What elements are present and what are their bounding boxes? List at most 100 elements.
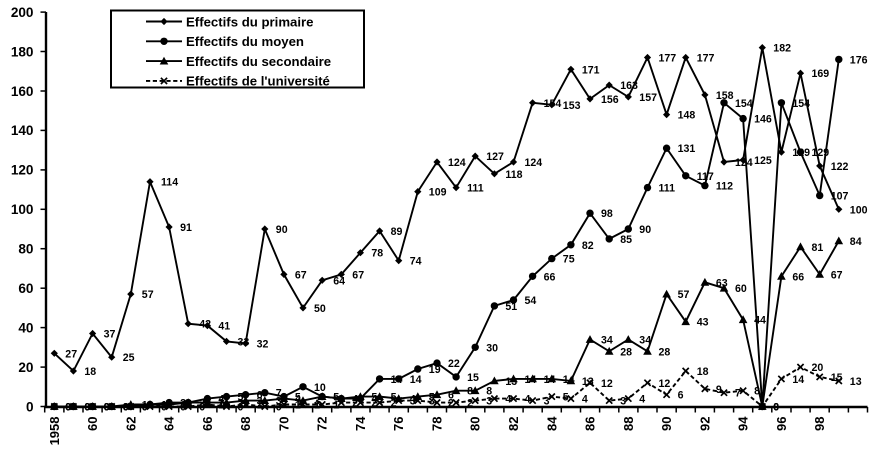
svg-text:131: 131 <box>678 143 696 155</box>
svg-text:171: 171 <box>582 64 600 76</box>
svg-text:4: 4 <box>352 394 358 406</box>
svg-text:51: 51 <box>505 301 517 313</box>
svg-text:2: 2 <box>391 398 397 410</box>
svg-text:4: 4 <box>371 394 377 406</box>
svg-text:176: 176 <box>850 54 868 66</box>
svg-text:82: 82 <box>582 240 594 252</box>
svg-text:177: 177 <box>697 53 715 65</box>
svg-text:0: 0 <box>180 402 186 414</box>
svg-text:100: 100 <box>850 204 868 216</box>
svg-text:3: 3 <box>257 396 263 408</box>
svg-text:37: 37 <box>104 329 116 341</box>
svg-text:2: 2 <box>352 398 358 410</box>
svg-text:125: 125 <box>754 155 772 167</box>
svg-text:148: 148 <box>678 110 696 122</box>
svg-text:4: 4 <box>525 394 531 406</box>
svg-text:70: 70 <box>276 417 291 431</box>
svg-text:117: 117 <box>697 171 714 183</box>
svg-text:0: 0 <box>26 399 34 414</box>
svg-text:76: 76 <box>391 417 406 431</box>
svg-text:44: 44 <box>754 315 766 327</box>
svg-text:50: 50 <box>314 303 326 315</box>
svg-text:3: 3 <box>620 396 626 408</box>
svg-text:114: 114 <box>161 177 178 189</box>
svg-text:124: 124 <box>448 157 466 169</box>
svg-text:1: 1 <box>333 400 339 412</box>
svg-text:6: 6 <box>257 390 263 402</box>
svg-text:64: 64 <box>162 416 177 431</box>
svg-text:153: 153 <box>563 100 581 112</box>
svg-text:1: 1 <box>161 400 167 412</box>
svg-text:3: 3 <box>314 396 320 408</box>
svg-text:111: 111 <box>659 183 676 195</box>
svg-text:85: 85 <box>620 234 632 246</box>
svg-text:182: 182 <box>773 43 791 55</box>
svg-text:41: 41 <box>218 321 230 333</box>
svg-text:156: 156 <box>601 94 619 106</box>
svg-text:107: 107 <box>831 191 849 203</box>
svg-text:54: 54 <box>525 295 537 307</box>
svg-text:91: 91 <box>180 222 192 234</box>
svg-text:28: 28 <box>659 346 671 358</box>
svg-text:20: 20 <box>812 362 824 374</box>
svg-text:81: 81 <box>812 242 824 254</box>
svg-text:0: 0 <box>142 402 148 414</box>
svg-text:0: 0 <box>104 402 110 414</box>
svg-text:4: 4 <box>218 394 224 406</box>
svg-text:74: 74 <box>353 416 368 431</box>
svg-text:1958: 1958 <box>47 417 62 446</box>
svg-text:100: 100 <box>11 202 34 217</box>
svg-text:200: 200 <box>11 5 34 20</box>
svg-text:84: 84 <box>544 416 559 431</box>
svg-text:75: 75 <box>563 254 575 266</box>
svg-text:154: 154 <box>792 98 810 110</box>
svg-text:160: 160 <box>11 84 34 99</box>
svg-text:4: 4 <box>582 394 588 406</box>
svg-text:1: 1 <box>180 400 186 412</box>
svg-text:1: 1 <box>314 400 320 412</box>
svg-text:2: 2 <box>238 398 244 410</box>
svg-text:94: 94 <box>736 416 751 431</box>
svg-text:78: 78 <box>371 248 383 260</box>
svg-text:0: 0 <box>199 402 205 414</box>
svg-text:60: 60 <box>85 417 100 431</box>
svg-text:18: 18 <box>697 366 709 378</box>
svg-text:12: 12 <box>601 378 613 390</box>
svg-text:18: 18 <box>84 366 96 378</box>
svg-text:169: 169 <box>812 68 830 80</box>
svg-text:5: 5 <box>238 392 244 404</box>
svg-text:15: 15 <box>467 372 479 384</box>
svg-text:109: 109 <box>429 187 447 199</box>
svg-text:27: 27 <box>65 348 77 360</box>
svg-text:177: 177 <box>659 53 677 65</box>
svg-text:3: 3 <box>410 396 416 408</box>
svg-text:43: 43 <box>697 317 709 329</box>
svg-text:40: 40 <box>18 320 33 335</box>
svg-text:7: 7 <box>735 388 741 400</box>
svg-text:90: 90 <box>639 224 651 236</box>
svg-text:14: 14 <box>410 374 422 386</box>
svg-text:10: 10 <box>314 382 326 394</box>
svg-text:2: 2 <box>199 398 205 410</box>
svg-text:5: 5 <box>371 392 377 404</box>
svg-text:60: 60 <box>18 281 33 296</box>
svg-text:66: 66 <box>544 271 556 283</box>
svg-text:127: 127 <box>486 151 504 163</box>
svg-text:0: 0 <box>84 402 90 414</box>
svg-text:57: 57 <box>678 289 690 301</box>
svg-text:0: 0 <box>65 402 71 414</box>
svg-text:20: 20 <box>18 360 33 375</box>
svg-text:0: 0 <box>276 402 282 414</box>
svg-text:Effectifs du primaire: Effectifs du primaire <box>186 14 314 29</box>
svg-text:0: 0 <box>104 402 110 414</box>
svg-text:92: 92 <box>697 417 712 431</box>
svg-text:25: 25 <box>123 352 135 364</box>
svg-text:8: 8 <box>486 386 492 398</box>
svg-text:72: 72 <box>315 417 330 431</box>
svg-text:124: 124 <box>525 157 543 169</box>
svg-text:4: 4 <box>639 394 645 406</box>
svg-text:14: 14 <box>792 374 804 386</box>
svg-text:3: 3 <box>486 396 492 408</box>
svg-text:98: 98 <box>812 417 827 431</box>
svg-text:122: 122 <box>831 161 849 173</box>
